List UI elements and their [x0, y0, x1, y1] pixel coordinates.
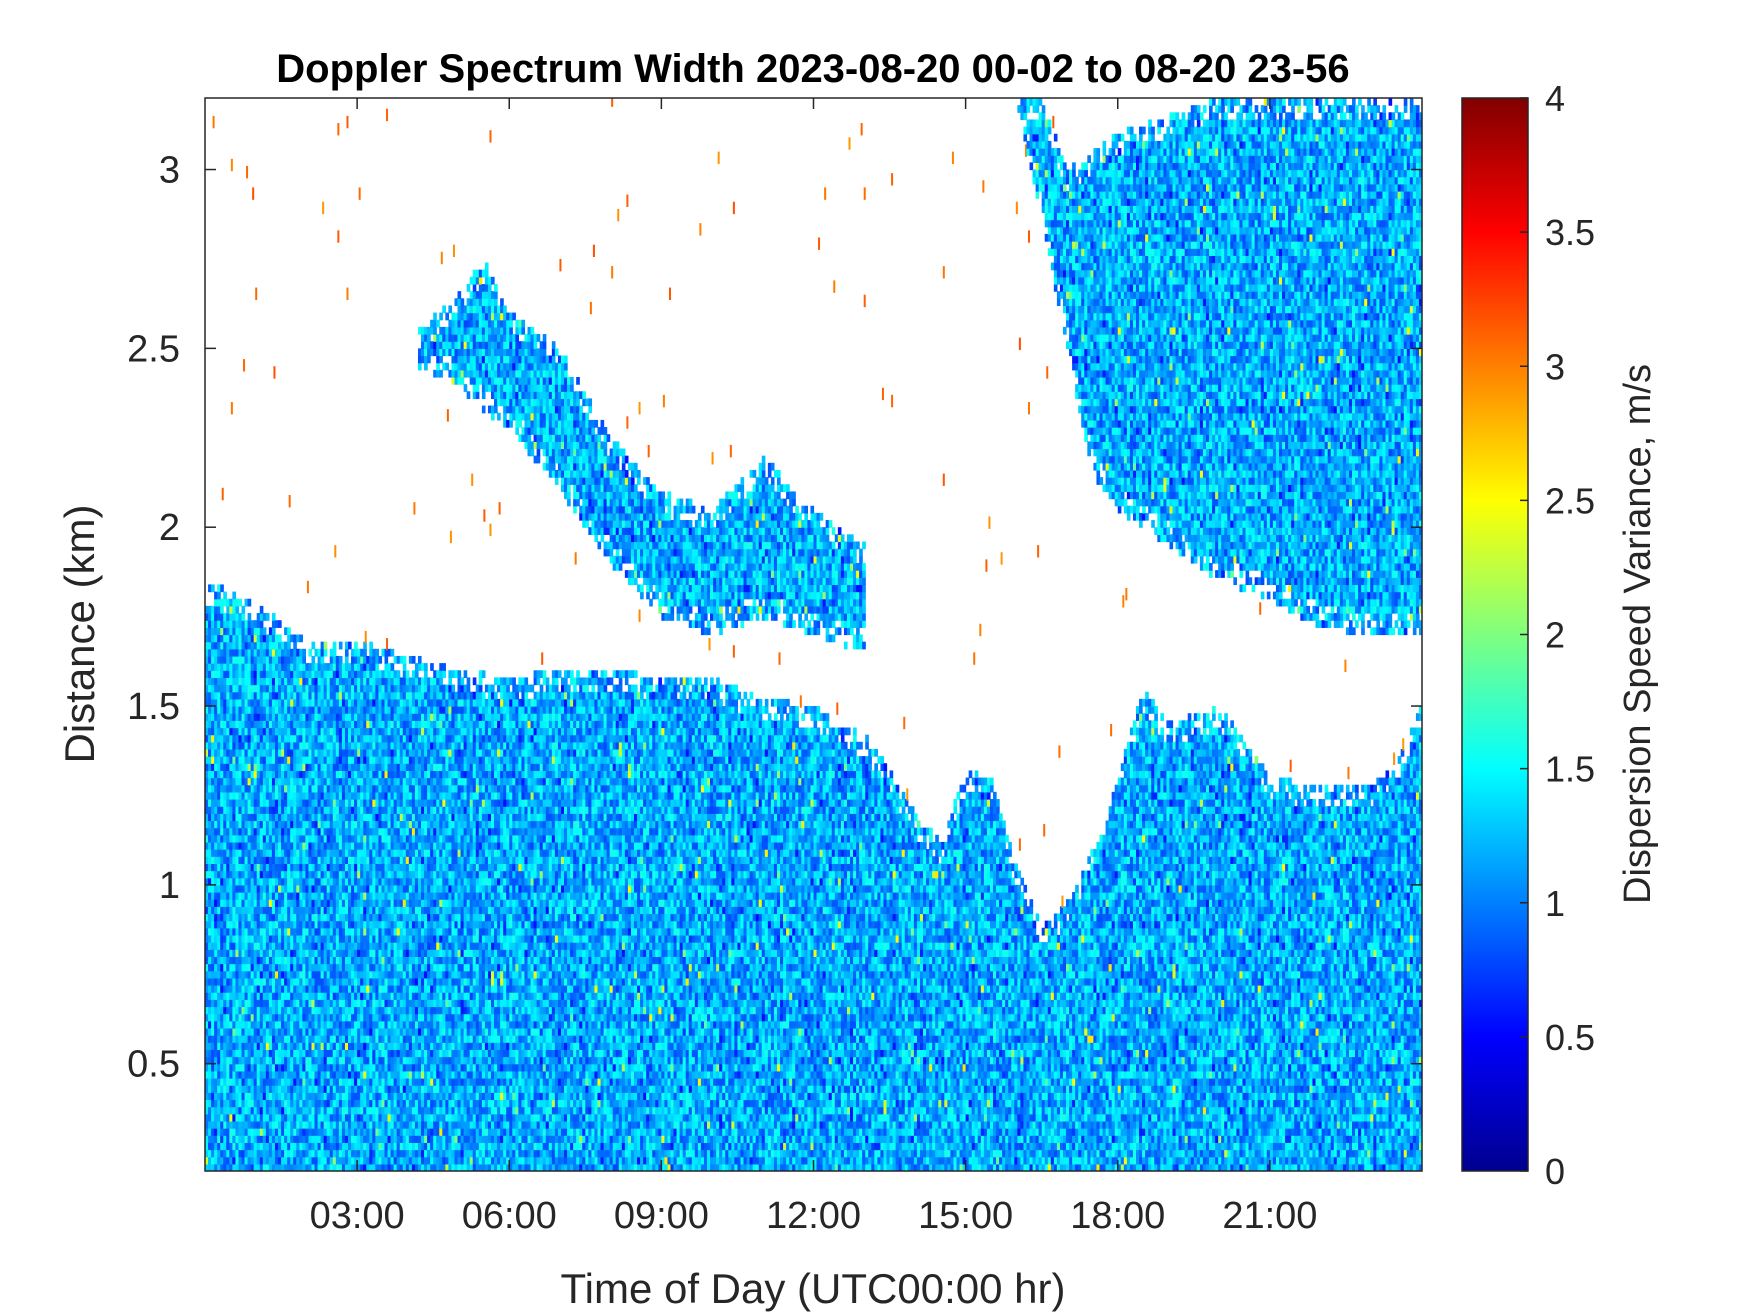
heatmap-cell [403, 656, 407, 664]
heatmap-cell [302, 649, 306, 657]
heatmap-cell [272, 627, 276, 635]
heatmap-cell [260, 620, 264, 628]
heatmap-cell [386, 638, 388, 650]
heatmap-cell [293, 642, 297, 650]
heatmap-cell [369, 642, 373, 650]
heatmap-cell [363, 649, 367, 657]
heatmap-cell [248, 613, 252, 621]
heatmap-cell [242, 613, 246, 621]
heatmap-cell [255, 288, 257, 300]
heatmap-cell [359, 187, 361, 199]
heatmap-cell [354, 642, 358, 650]
heatmap-cell [324, 649, 328, 657]
heatmap-cell [278, 635, 282, 643]
heatmap-data [205, 94, 1423, 1171]
heatmap-cell [311, 642, 315, 650]
heatmap-cell [324, 642, 328, 650]
heatmap-cell [287, 642, 291, 650]
heatmap-cell [252, 187, 254, 199]
heatmap-cell [348, 642, 352, 650]
heatmap-cell [217, 592, 221, 600]
heatmap-cell [235, 606, 239, 614]
heatmap-cell [365, 631, 367, 643]
heatmap-cell [321, 656, 325, 664]
heatmap-cell [337, 123, 339, 135]
heatmap-cell [339, 656, 343, 664]
heatmap-cell [403, 663, 407, 671]
heatmap-cell [391, 649, 395, 657]
heatmap-cell [243, 359, 245, 371]
heatmap-cell [339, 642, 343, 650]
heatmap-cell [222, 488, 224, 500]
heatmap-cell [248, 599, 252, 607]
heatmap-cell [263, 627, 267, 635]
heatmap-cell [273, 366, 275, 378]
heatmap-cell [223, 592, 227, 600]
heatmap-cell [220, 606, 224, 614]
heatmap-cell [260, 606, 264, 614]
heatmap-cell [334, 545, 336, 557]
heatmap-cell [299, 635, 303, 643]
heatmap-cell [278, 620, 282, 628]
heatmap-cell [386, 109, 388, 121]
heatmap-cell [211, 584, 215, 592]
heatmap-cell [220, 584, 224, 592]
heatmap-cell [266, 613, 270, 621]
heatmap-cell [397, 670, 401, 678]
heatmap-cell [246, 166, 248, 178]
heatmap-cell [391, 663, 395, 671]
heatmap-cell [238, 599, 242, 607]
heatmap-cell [213, 116, 215, 128]
heatmap-cell [302, 656, 306, 664]
heatmap-cell [345, 656, 349, 664]
heatmap-cell [333, 649, 337, 657]
heatmap-cell [311, 656, 315, 664]
chart-title: Doppler Spectrum Width 2023-08-20 00-02 … [276, 47, 1349, 91]
heatmap-cell [337, 230, 339, 242]
heatmap-cell [345, 649, 349, 657]
heatmap-cell [242, 606, 246, 614]
heatmap-cell [385, 656, 389, 664]
heatmap-cell [322, 202, 324, 214]
heatmap-cell [333, 642, 337, 650]
heatmap-cell [289, 495, 291, 507]
heatmap-cell [346, 288, 348, 300]
heatmap-cell [308, 649, 312, 657]
heatmap-cell [231, 159, 233, 171]
heatmap-cell [378, 656, 382, 664]
heatmap-cell [346, 116, 348, 128]
heatmap-cell [231, 402, 233, 414]
heatmap-cell [232, 592, 236, 600]
heatmap-cell [287, 627, 291, 635]
heatmap-cell [307, 581, 309, 593]
heatmap-cell [272, 613, 276, 621]
heatmap-cell [375, 663, 379, 671]
heatmap-cell [375, 649, 379, 657]
